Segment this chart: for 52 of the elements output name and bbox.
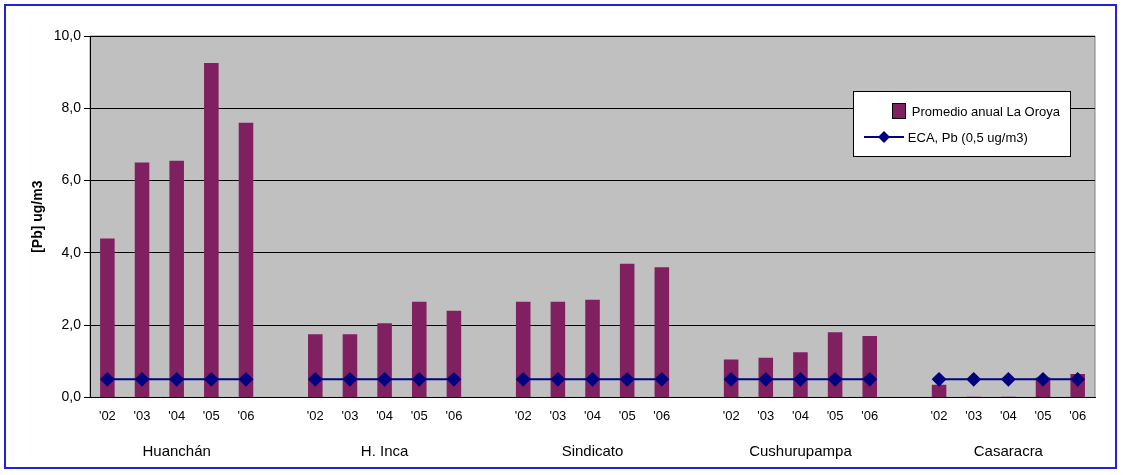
bar: [654, 267, 670, 397]
x-tick-label: '04: [376, 407, 394, 423]
text: Sindicato: [561, 441, 624, 459]
y-tick-label: 2,0: [61, 315, 82, 332]
x-tick-label: '06: [445, 407, 463, 423]
x-tick-label: '03: [549, 407, 567, 423]
bar: [100, 238, 115, 397]
x-tick-label: '06: [237, 407, 255, 423]
bar: [411, 301, 427, 397]
x-tick-label: '04: [999, 407, 1017, 423]
bar: [204, 63, 219, 397]
x-tick-label: '06: [1069, 407, 1087, 423]
bar: [238, 122, 254, 397]
legend-label: ECA, Pb (0,5 ug/m3): [907, 129, 1028, 145]
legend-label: Promedio anual La Oroya: [911, 103, 1060, 119]
x-tick-label: '02: [98, 407, 116, 423]
bar: [619, 263, 635, 397]
text: H. Inca: [360, 441, 410, 459]
y-axis-title: [Pb] ug/m3: [29, 180, 46, 253]
y-tick-label: 4,0: [61, 243, 82, 260]
x-tick-label: '04: [168, 407, 186, 423]
x-tick-label: '05: [618, 407, 636, 423]
x-tick-label: '02: [930, 407, 948, 423]
x-tick-label: '02: [514, 407, 532, 423]
x-tick-label: '06: [653, 407, 671, 423]
x-tick-label: '03: [965, 407, 983, 423]
bar: [134, 162, 150, 397]
bar: [446, 310, 462, 397]
bar: [169, 160, 184, 397]
x-tick-label: '02: [722, 407, 740, 423]
x-tick-label: '05: [202, 407, 220, 423]
x-tick-label: '05: [826, 407, 844, 423]
text: Cushurupampa: [749, 441, 853, 459]
bar: [550, 301, 566, 397]
y-tick-label: 10,0: [53, 26, 82, 43]
x-tick-label: '05: [410, 407, 428, 423]
x-tick-label: '03: [133, 407, 151, 423]
bar: [585, 299, 600, 397]
x-tick-label: '04: [791, 407, 809, 423]
x-tick-label: '03: [341, 407, 359, 423]
text: Huanchán: [142, 441, 211, 459]
x-tick-label: '05: [1034, 407, 1052, 423]
y-tick-label: 8,0: [61, 99, 82, 116]
x-tick-label: '04: [584, 407, 601, 423]
x-tick-label: '06: [861, 407, 879, 423]
bar: [515, 301, 531, 397]
bar: [931, 384, 947, 397]
text: Casaracra: [973, 441, 1044, 459]
x-tick-label: '02: [306, 407, 324, 423]
x-tick-label: '03: [757, 407, 775, 423]
y-tick-label: 0,0: [61, 388, 82, 405]
y-tick-label: 6,0: [61, 171, 82, 188]
